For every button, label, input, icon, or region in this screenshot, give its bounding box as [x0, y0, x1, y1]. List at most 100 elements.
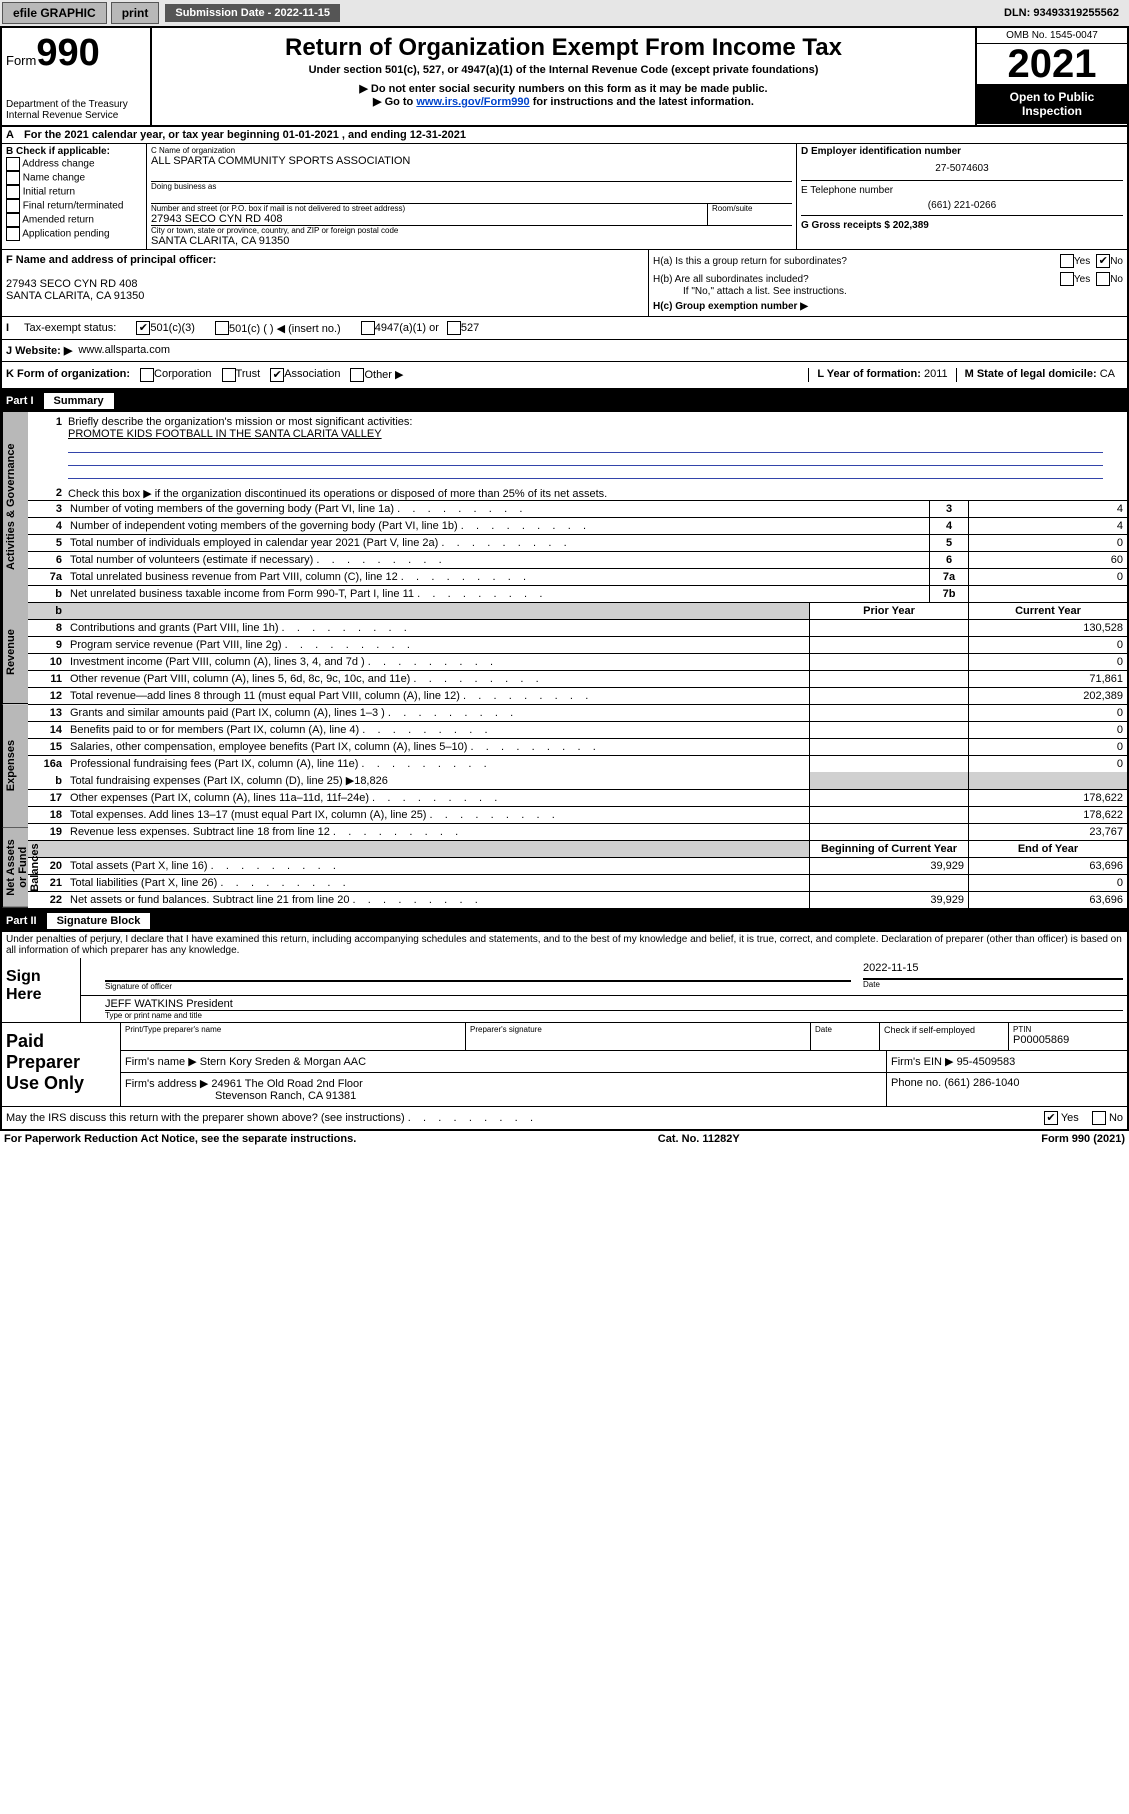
part2-header: Part II Signature Block: [0, 910, 1129, 932]
check-other[interactable]: [350, 368, 364, 382]
line-value: 4: [969, 501, 1128, 518]
ha-no-check[interactable]: [1096, 254, 1110, 268]
line2-text: Check this box ▶ if the organization dis…: [68, 487, 607, 500]
check-501c[interactable]: [215, 321, 229, 335]
prior-value: [810, 722, 969, 739]
begin-year-header: Beginning of Current Year: [810, 841, 969, 858]
prior-value: [810, 756, 969, 773]
line-text: Revenue less expenses. Subtract line 18 …: [66, 824, 810, 841]
table-row: 6 Total number of volunteers (estimate i…: [28, 552, 1127, 569]
line-num: 15: [28, 739, 66, 756]
blank-line: [68, 440, 1103, 453]
prior-current-header: b Prior Year Current Year 8 Contribution…: [28, 602, 1127, 840]
line1-label: Briefly describe the organization's miss…: [68, 416, 1123, 428]
opt-name-change: Name change: [23, 173, 85, 184]
table-row: 19 Revenue less expenses. Subtract line …: [28, 824, 1127, 841]
current-value: 0: [969, 756, 1128, 773]
signature-block: Sign Here Signature of officer 2022-11-1…: [0, 958, 1129, 1131]
ha-yes-check[interactable]: [1060, 254, 1074, 268]
check-address-change[interactable]: [6, 157, 20, 171]
line-text: Total number of individuals employed in …: [66, 535, 930, 552]
current-value: 63,696: [969, 892, 1128, 909]
website-label: J Website: ▶: [6, 344, 72, 357]
line-num: 12: [28, 688, 66, 705]
opt-501c3: 501(c)(3): [150, 322, 195, 334]
line-num: 10: [28, 654, 66, 671]
prior-value: [810, 671, 969, 688]
table-row: 12 Total revenue—add lines 8 through 11 …: [28, 688, 1127, 705]
hb-yes-check[interactable]: [1060, 272, 1074, 286]
hc-label: H(c) Group exemption number ▶: [653, 301, 1123, 312]
table-row: 7a Total unrelated business revenue from…: [28, 569, 1127, 586]
check-initial-return[interactable]: [6, 185, 20, 199]
street-value: 27943 SECO CYN RD 408: [151, 213, 707, 225]
irs-link[interactable]: www.irs.gov/Form990: [416, 96, 529, 108]
check-assoc[interactable]: [270, 368, 284, 382]
current-value: 0: [969, 739, 1128, 756]
opt-app-pending: Application pending: [22, 229, 109, 240]
hb-no-check[interactable]: [1096, 272, 1110, 286]
current-value: 0: [969, 705, 1128, 722]
name-label: C Name of organization: [151, 146, 792, 155]
discuss-no-check[interactable]: [1092, 1111, 1106, 1125]
check-app-pending[interactable]: [6, 227, 20, 241]
box-b-label: B Check if applicable:: [6, 146, 142, 157]
check-self-label: Check if self-employed: [884, 1025, 975, 1035]
section-fh: F Name and address of principal officer:…: [0, 250, 1129, 317]
hb-note: If "No," attach a list. See instructions…: [653, 286, 1123, 297]
check-501c3[interactable]: [136, 321, 150, 335]
officer-addr2: SANTA CLARITA, CA 91350: [6, 290, 644, 302]
line-text: Total number of volunteers (estimate if …: [66, 552, 930, 569]
box-b: B Check if applicable: Address change Na…: [2, 144, 147, 249]
firm-ein-label: Firm's EIN ▶: [891, 1056, 954, 1068]
line-text: Total unrelated business revenue from Pa…: [66, 569, 930, 586]
ptin-label: PTIN: [1013, 1025, 1123, 1034]
footer-center: Cat. No. 11282Y: [658, 1133, 740, 1145]
line-a: A For the 2021 calendar year, or tax yea…: [0, 127, 1129, 144]
check-corp[interactable]: [140, 368, 154, 382]
firm-addr-label: Firm's address ▶: [125, 1078, 208, 1090]
prior-value: [810, 875, 969, 892]
print-button[interactable]: print: [111, 2, 160, 24]
sig-officer-label: Signature of officer: [105, 982, 855, 991]
form-title: Return of Organization Exempt From Incom…: [162, 34, 965, 62]
check-4947[interactable]: [361, 321, 375, 335]
blank: [66, 841, 810, 858]
form-org-label: K Form of organization:: [6, 368, 130, 382]
current-value: 0: [969, 637, 1128, 654]
ha-yes: Yes: [1074, 256, 1090, 267]
check-amended[interactable]: [6, 213, 20, 227]
line-i: I Tax-exempt status: 501(c)(3) 501(c) ( …: [0, 317, 1129, 340]
line-value: 0: [969, 535, 1128, 552]
efile-button[interactable]: efile GRAPHIC: [2, 2, 107, 24]
table-row: 11 Other revenue (Part VIII, column (A),…: [28, 671, 1127, 688]
firm-addr2-value: Stevenson Ranch, CA 91381: [125, 1090, 882, 1102]
tax-year: 2021: [977, 44, 1127, 84]
check-527[interactable]: [447, 321, 461, 335]
table-row: 16a Professional fundraising fees (Part …: [28, 756, 1127, 773]
line-box: 7b: [930, 586, 969, 603]
line-text: Grants and similar amounts paid (Part IX…: [66, 705, 810, 722]
line-box: 7a: [930, 569, 969, 586]
table-row: 18 Total expenses. Add lines 13–17 (must…: [28, 807, 1127, 824]
begin-end-header: Beginning of Current Year End of Year 20…: [28, 840, 1127, 908]
table-row: 9 Program service revenue (Part VIII, li…: [28, 637, 1127, 654]
line-text: Contributions and grants (Part VIII, lin…: [66, 620, 810, 637]
lines-3-7: 3 Number of voting members of the govern…: [28, 500, 1127, 602]
line-num: 22: [28, 892, 66, 909]
check-trust[interactable]: [222, 368, 236, 382]
line-text: Total expenses. Add lines 13–17 (must eq…: [66, 807, 810, 824]
opt-other: Other ▶: [364, 368, 403, 382]
end-year-header: End of Year: [969, 841, 1128, 858]
prior-value: [810, 705, 969, 722]
table-row: 3 Number of voting members of the govern…: [28, 501, 1127, 518]
line-num: 6: [28, 552, 66, 569]
discuss-yes-check[interactable]: [1044, 1111, 1058, 1125]
org-name: ALL SPARTA COMMUNITY SPORTS ASSOCIATION: [151, 155, 792, 167]
current-value: 178,622: [969, 807, 1128, 824]
line1-num: 1: [32, 416, 68, 479]
check-name-change[interactable]: [6, 171, 20, 185]
opt-corp: Corporation: [154, 368, 211, 382]
gross-value: 202,389: [893, 220, 929, 231]
check-final-return[interactable]: [6, 199, 20, 213]
